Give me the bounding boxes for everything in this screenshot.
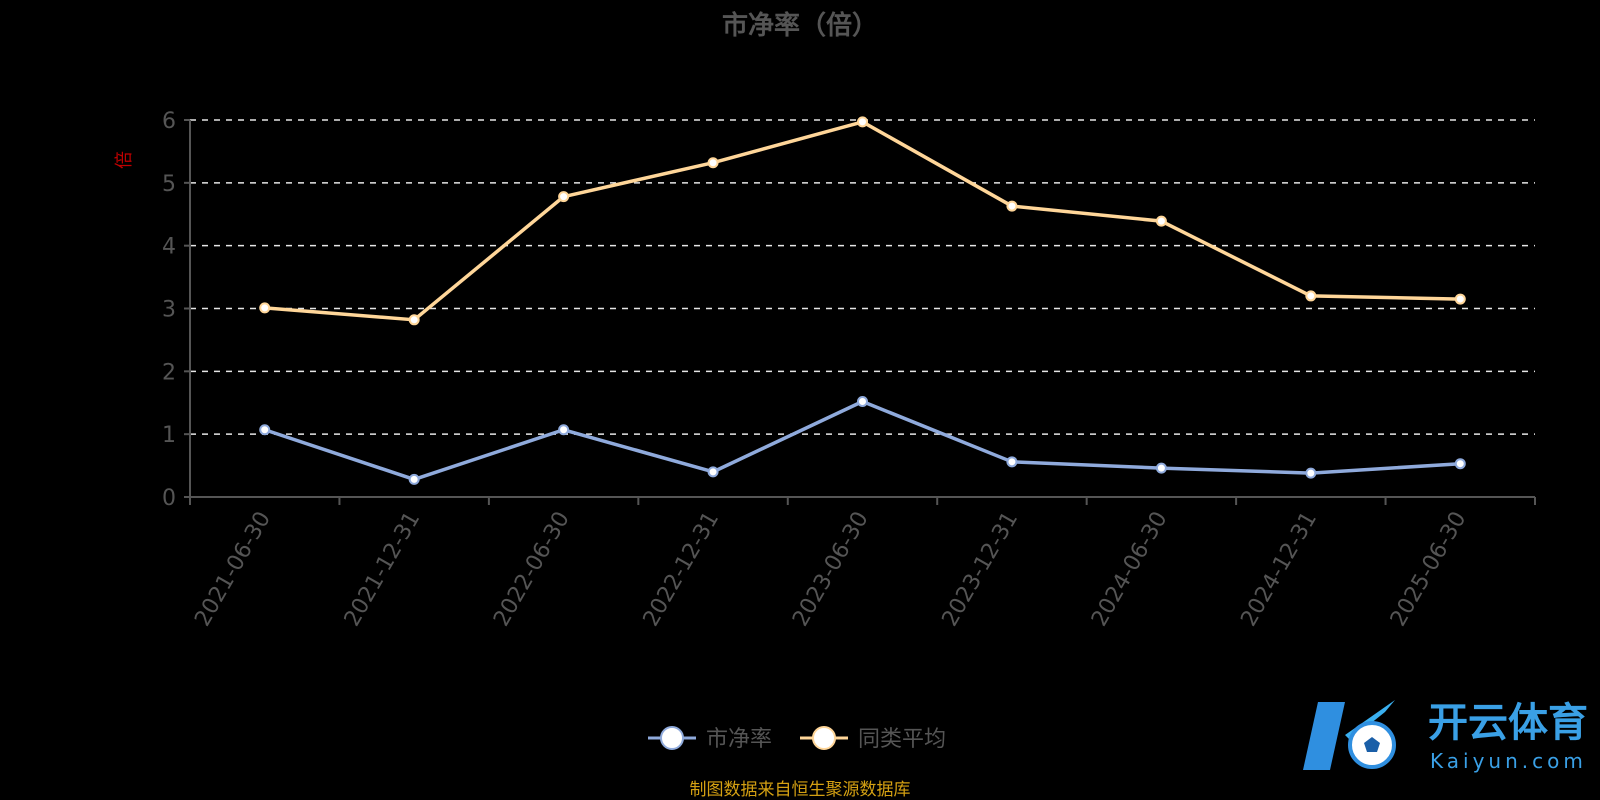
legend-label: 同类平均: [858, 727, 946, 752]
x-tick-label: 2023-06-30: [788, 508, 874, 631]
legend-item[interactable]: 同类平均: [800, 726, 946, 752]
chart-title: 市净率（倍）: [722, 10, 878, 41]
y-tick-label: 2: [162, 360, 176, 385]
x-tick-label: 2025-06-30: [1386, 508, 1472, 631]
data-point[interactable]: [1155, 462, 1167, 474]
data-point[interactable]: [707, 157, 719, 169]
series-0: [259, 395, 1466, 485]
series-line: [264, 120, 1461, 322]
data-point[interactable]: [558, 191, 570, 203]
data-point[interactable]: [857, 116, 868, 128]
x-tick-label: 2022-12-31: [639, 508, 725, 631]
data-point[interactable]: [1006, 456, 1018, 468]
data-point[interactable]: [1305, 467, 1317, 479]
x-axis: 2021-06-30 2021-12-31 2022-06-30 2022-12-31…: [189, 120, 1536, 631]
x-tick-label: 2021-12-31: [340, 508, 426, 631]
x-tick-label: 2021-06-30: [190, 508, 276, 631]
source-note: 制图数据来自恒生聚源数据库: [690, 780, 911, 800]
x-tick-label: 2022-06-30: [489, 508, 575, 631]
data-point[interactable]: [408, 473, 420, 485]
data-point[interactable]: [1006, 200, 1018, 212]
x-tick-label: 2024-06-30: [1087, 508, 1173, 631]
y-tick-label: 1: [162, 423, 176, 448]
logo: 开云体育 Kaiyun.com: [1303, 700, 1588, 773]
y-tick-label: 3: [162, 298, 176, 323]
y-tick-label: 5: [162, 172, 176, 197]
data-point[interactable]: [1454, 293, 1466, 305]
logo-name: 开云体育: [1428, 700, 1588, 746]
logo-k-mark: [1303, 702, 1345, 770]
series-group: [259, 116, 1466, 485]
series-line: [264, 399, 1461, 482]
data-point[interactable]: [408, 314, 420, 326]
legend-marker: [660, 726, 684, 750]
x-tick-label: 2024-12-31: [1236, 508, 1322, 631]
logo-domain: Kaiyun.com: [1430, 749, 1587, 773]
y-tick-label: 0: [162, 486, 176, 511]
data-point[interactable]: [259, 424, 271, 436]
legend-item[interactable]: 市净率: [648, 726, 772, 752]
data-point[interactable]: [1454, 458, 1466, 470]
y-axis-label: 倍: [114, 151, 135, 169]
data-point[interactable]: [1305, 290, 1317, 302]
legend[interactable]: 市净率 同类平均: [648, 726, 946, 752]
data-point[interactable]: [558, 424, 570, 436]
y-axis-ticks: 0 1 2 3 4 5 6: [162, 109, 190, 511]
y-tick-label: 4: [162, 235, 176, 260]
legend-marker: [812, 726, 836, 750]
x-tick-label: 2023-12-31: [938, 508, 1024, 631]
gridlines: [190, 119, 1535, 435]
series-1: [259, 116, 1466, 326]
data-point[interactable]: [707, 466, 719, 478]
data-point[interactable]: [259, 302, 271, 314]
data-point[interactable]: [1155, 215, 1167, 227]
data-point[interactable]: [857, 395, 868, 407]
soccer-ball-patch: [1364, 737, 1380, 752]
legend-label: 市净率: [706, 727, 772, 752]
y-tick-label: 6: [162, 109, 176, 134]
